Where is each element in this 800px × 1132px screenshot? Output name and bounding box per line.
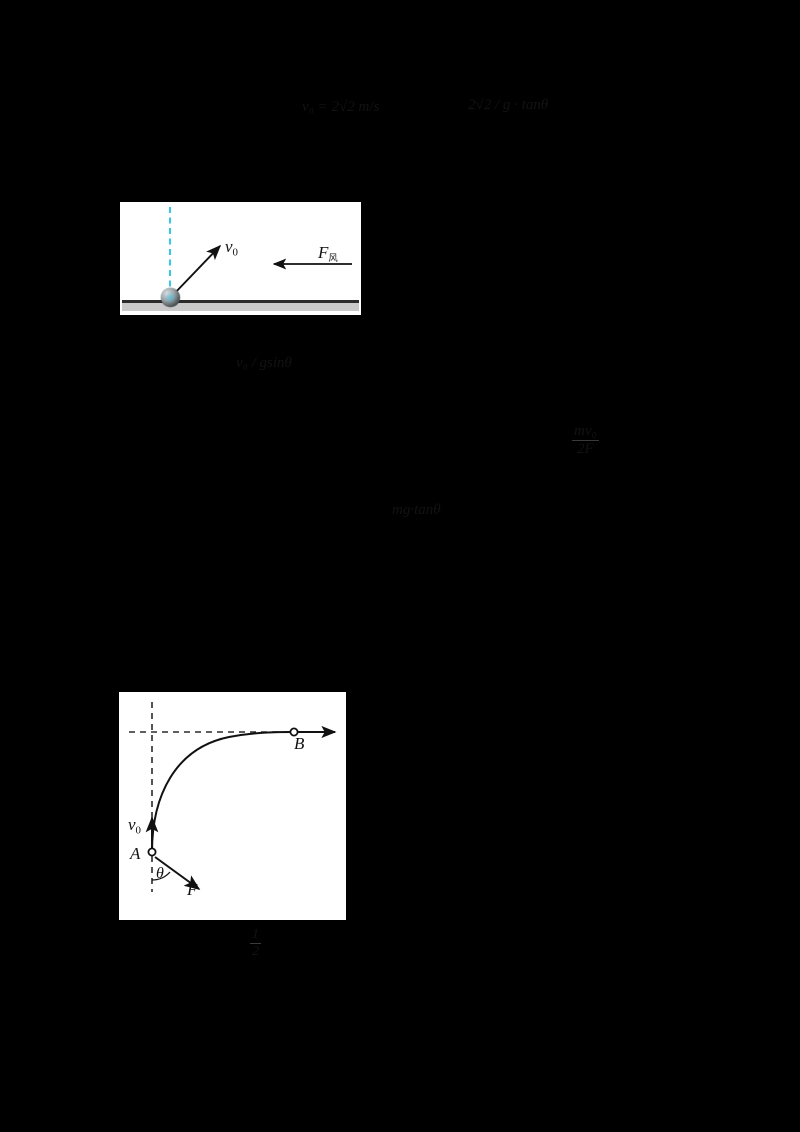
angle-arc bbox=[151, 871, 171, 881]
ball-highlight-glow bbox=[165, 292, 176, 303]
velocity-symbol: v bbox=[128, 815, 136, 834]
ground-shadow-band bbox=[122, 303, 359, 311]
wind-force-label: F风 bbox=[318, 243, 338, 264]
projectile-with-wind-force-diagram: v0 F风 bbox=[120, 202, 361, 315]
angle-label: θ bbox=[156, 865, 164, 883]
wind-force-symbol: F bbox=[318, 243, 329, 262]
point-b-label: B bbox=[294, 734, 304, 754]
ground-line bbox=[122, 300, 359, 303]
fragment-mid-left-text: v₀ / gsinθ bbox=[236, 355, 292, 371]
fragment-mid-center: mg·tanθ bbox=[392, 502, 441, 519]
velocity-label: v0 bbox=[128, 815, 141, 836]
point-a-label: A bbox=[130, 844, 140, 864]
point-a-marker bbox=[147, 847, 157, 857]
point-b-text: B bbox=[294, 734, 305, 753]
fragment-mid-center-text: mg·tanθ bbox=[392, 502, 441, 518]
fragment-mid-right: mv₀ 2F bbox=[572, 423, 599, 458]
fragment-mid-right-denominator: 2F bbox=[577, 441, 594, 458]
figure-2-graphics bbox=[129, 702, 337, 892]
fragment-top-left-text: v₀ = 2√2 m/s bbox=[302, 99, 380, 115]
velocity-vector-arrow bbox=[171, 244, 222, 297]
fragment-below-figure-denominator: 2 bbox=[252, 944, 259, 960]
fraction-bar bbox=[250, 943, 261, 945]
fragment-top-right: 2√2 / g · tanθ bbox=[468, 97, 549, 114]
force-label: F bbox=[187, 880, 197, 900]
fragment-below-figure-numerator: 1 bbox=[252, 927, 259, 942]
fragment-mid-right-numerator: mv₀ bbox=[574, 423, 597, 439]
vertical-reference-dashed-line bbox=[169, 207, 171, 297]
figure-1-vectors bbox=[171, 244, 352, 297]
angle-symbol: θ bbox=[156, 865, 164, 882]
fragment-top-right-text: 2√2 / g · tanθ bbox=[468, 97, 549, 113]
velocity-symbol: v bbox=[225, 237, 233, 256]
fragment-mid-left: v₀ / gsinθ bbox=[236, 355, 292, 372]
fragment-below-figure: 1 2 bbox=[250, 927, 261, 960]
fraction-bar bbox=[572, 440, 599, 442]
force-symbol: F bbox=[187, 880, 198, 899]
fragment-top-left: v₀ = 2√2 m/s bbox=[302, 99, 380, 116]
force-vector-arrow bbox=[154, 856, 201, 890]
velocity-subscript: 0 bbox=[135, 824, 141, 837]
fragment-below-figure-fraction: 1 2 bbox=[250, 927, 261, 960]
velocity-subscript: 0 bbox=[232, 246, 238, 259]
velocity-label: v0 bbox=[225, 237, 238, 258]
trajectory-curve bbox=[151, 731, 295, 853]
curved-trajectory-A-to-B-diagram: B A v0 θ F bbox=[119, 692, 346, 920]
wind-force-subscript: 风 bbox=[328, 252, 338, 264]
fragment-mid-right-fraction: mv₀ 2F bbox=[572, 423, 599, 458]
point-b-marker bbox=[289, 727, 299, 737]
point-a-text: A bbox=[130, 844, 141, 863]
